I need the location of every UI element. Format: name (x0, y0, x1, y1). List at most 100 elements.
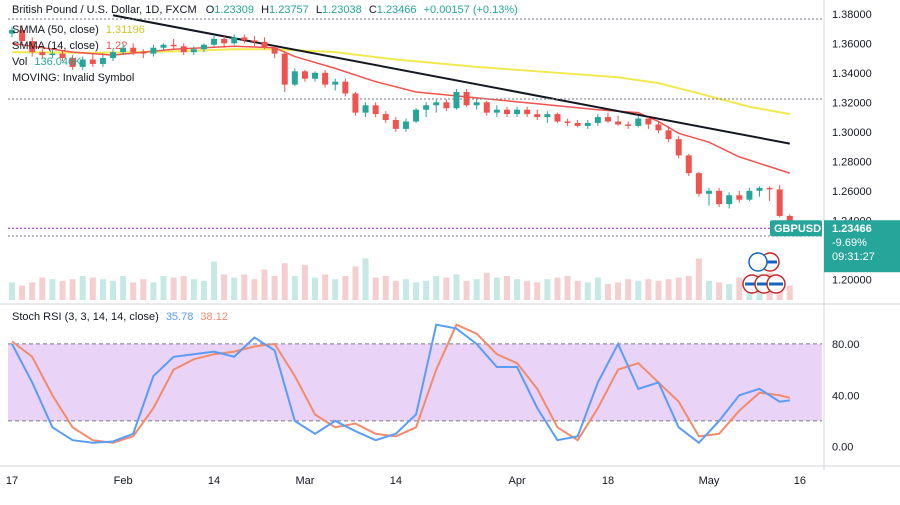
candle-body[interactable] (574, 122, 581, 126)
candle-body[interactable] (180, 46, 187, 53)
candle-body[interactable] (211, 38, 218, 45)
candle-body[interactable] (140, 52, 147, 54)
candle-body[interactable] (9, 30, 15, 34)
volume-legend[interactable]: Vol 136.046K (12, 56, 81, 68)
candle-body[interactable] (716, 190, 723, 205)
candle-body[interactable] (433, 102, 440, 106)
candle-body[interactable] (170, 44, 177, 47)
candle-body[interactable] (342, 81, 349, 94)
candle-body[interactable] (463, 91, 470, 106)
smma50-label: SMMA (50, close) (12, 24, 99, 36)
candle-body[interactable] (59, 53, 66, 59)
stoch-band (8, 343, 822, 421)
candle-body[interactable] (705, 190, 712, 194)
candle-body[interactable] (19, 30, 26, 42)
candle-body[interactable] (483, 102, 490, 113)
smma14-legend[interactable]: SMMA (14, close) 1.2? (12, 40, 127, 52)
candle-body[interactable] (110, 52, 117, 59)
candle-body[interactable] (362, 105, 369, 113)
candle-body[interactable] (766, 187, 773, 190)
candle-body[interactable] (736, 195, 743, 200)
candle-body[interactable] (231, 37, 238, 44)
stoch-d-line[interactable] (11, 323, 791, 444)
candle-body[interactable] (382, 114, 389, 121)
candle-body[interactable] (493, 109, 500, 113)
candle-body[interactable] (221, 38, 228, 44)
candle-body[interactable] (99, 58, 106, 64)
volume-bar (221, 274, 228, 300)
candle-body[interactable] (271, 47, 278, 54)
candle-body[interactable] (241, 37, 248, 41)
candle-body[interactable] (69, 58, 76, 67)
candle-body[interactable] (584, 122, 591, 126)
candle-body[interactable] (372, 105, 379, 115)
candle-body[interactable] (554, 114, 561, 122)
candle-body[interactable] (473, 102, 480, 106)
candle-body[interactable] (645, 118, 652, 125)
candle-body[interactable] (301, 71, 308, 79)
ohlc-open-value: 1.23309 (214, 4, 255, 16)
candle-body[interactable] (625, 124, 632, 126)
event-flag-icon[interactable] (748, 252, 768, 272)
candle-body[interactable] (291, 71, 298, 85)
volume-bar (685, 276, 692, 300)
trendline[interactable] (112, 14, 790, 145)
candle-body[interactable] (281, 53, 288, 85)
candle-body[interactable] (49, 53, 56, 56)
candle-body[interactable] (89, 59, 96, 64)
volume-bar (705, 280, 712, 300)
moving-legend[interactable]: MOVING: Invalid Symbol (12, 72, 134, 84)
candle-body[interactable] (322, 72, 329, 85)
candle-body[interactable] (615, 121, 622, 125)
candle-body[interactable] (604, 117, 611, 122)
candle-body[interactable] (695, 173, 702, 194)
candle-body[interactable] (726, 195, 733, 205)
candle-body[interactable] (685, 155, 692, 174)
candle-body[interactable] (413, 109, 420, 122)
candle-body[interactable] (756, 187, 763, 191)
time-tick-label: May (699, 475, 720, 487)
candle-body[interactable] (665, 130, 672, 140)
candle-body[interactable] (402, 121, 409, 129)
volume-bar (503, 276, 510, 300)
candle-body[interactable] (453, 91, 460, 109)
candle-body[interactable] (160, 44, 167, 48)
candle-body[interactable] (534, 114, 541, 118)
candle-body[interactable] (130, 47, 137, 53)
candle-body[interactable] (423, 105, 430, 110)
candle-body[interactable] (29, 41, 36, 53)
candle-body[interactable] (524, 109, 531, 115)
symbol-name[interactable]: British Pound / U.S. Dollar, 1D, FXCM (12, 4, 197, 16)
candle-body[interactable] (746, 190, 753, 200)
candle-body[interactable] (655, 124, 662, 131)
candle-body[interactable] (635, 118, 642, 126)
candle-body[interactable] (392, 120, 399, 129)
price-tick-label: 1.20000 (832, 274, 872, 286)
ticker-badge[interactable] (770, 220, 822, 237)
candle-body[interactable] (251, 40, 258, 42)
candle-body[interactable] (776, 189, 783, 216)
candle-body[interactable] (332, 81, 339, 85)
candle-body[interactable] (675, 139, 682, 156)
candle-body[interactable] (150, 47, 157, 54)
candle-body[interactable] (200, 44, 207, 50)
candle-body[interactable] (261, 41, 268, 48)
smma50-legend[interactable]: SMMA (50, close) 1.31196 (12, 24, 145, 36)
candle-body[interactable] (594, 117, 601, 123)
stoch-k-line[interactable] (11, 323, 790, 445)
candle-body[interactable] (503, 109, 510, 115)
candle-body[interactable] (39, 52, 46, 56)
candle-body[interactable] (79, 59, 86, 67)
candle-body[interactable] (120, 47, 127, 53)
candle-body[interactable] (544, 114, 551, 118)
volume-bar (594, 277, 601, 300)
candle-body[interactable] (564, 121, 571, 123)
price-badge[interactable] (824, 220, 900, 273)
candle-body[interactable] (190, 49, 197, 53)
candle-body[interactable] (312, 72, 319, 79)
stoch-legend[interactable]: Stoch RSI (3, 3, 14, 14, close) 35.78 38… (12, 311, 228, 323)
candle-body[interactable] (514, 109, 521, 115)
candle-body[interactable] (443, 102, 450, 109)
candle-body[interactable] (352, 93, 359, 113)
